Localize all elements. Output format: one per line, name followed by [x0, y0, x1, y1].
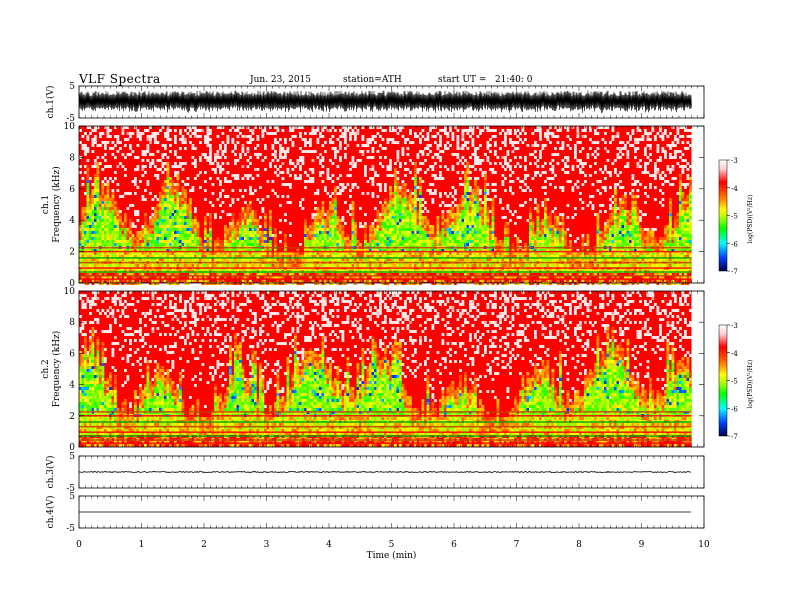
- narrowband-line: [79, 435, 692, 437]
- xtick-label: 2: [201, 540, 207, 550]
- narrowband-line: [79, 278, 692, 280]
- narrowband-line: [79, 257, 692, 259]
- colorbar-label: log(PSD)(V²/Hz): [747, 195, 754, 244]
- colorbar-tick-label: -5: [731, 213, 738, 221]
- xtick-label: 10: [698, 540, 710, 550]
- spectrogram-ch1: [79, 126, 692, 285]
- ch2-spectrogram-ylabel-frequency: Frequency (kHz): [51, 331, 62, 408]
- narrowband-line: [79, 415, 692, 417]
- ch3-waveform-ylabel: ch.3(V): [45, 456, 56, 489]
- xtick-label: 8: [576, 540, 582, 550]
- narrowband-line: [79, 411, 692, 413]
- xtick-label: 4: [326, 540, 332, 550]
- chart-title: VLF Spectra: [79, 72, 161, 86]
- ch1-waveform-ytick-label: 5: [69, 82, 75, 92]
- ch2-spectrogram-ytick-label: 6: [69, 349, 75, 359]
- xaxis-label: Time (min): [367, 550, 417, 561]
- ch2-spectrogram-ytick-label: 0: [69, 443, 75, 453]
- ch2-spectrogram-ytick-label: 8: [69, 318, 75, 328]
- narrowband-line: [79, 439, 692, 441]
- ch1-waveform-ytick-label: -5: [66, 114, 75, 124]
- colorbar-tick-label: -6: [731, 405, 738, 413]
- colorbar-tick-label: -7: [731, 268, 738, 276]
- ch2-spectrogram-ytick-label: 2: [69, 412, 75, 422]
- ch4-waveform-ylabel: ch.4(V): [45, 496, 56, 529]
- ch3-waveform-trace: [78, 470, 692, 474]
- ch1-spectrogram-ytick-label: 0: [69, 279, 75, 289]
- colorbar-tick-label: -5: [731, 378, 738, 386]
- xtick-label: 0: [76, 540, 82, 550]
- colorbar-label: log(PSD)(V²/Hz): [747, 360, 754, 409]
- narrowband-line: [79, 261, 692, 264]
- colorbar-tick-label: -4: [731, 185, 738, 193]
- waveform-layer: [78, 90, 692, 513]
- narrowband-line: [79, 271, 692, 273]
- xtick-label: 7: [514, 540, 520, 550]
- colorbar-tick-label: -4: [731, 350, 738, 358]
- spectrogram-layer: [79, 126, 692, 447]
- narrowband-line: [79, 250, 692, 253]
- xtick-label: 1: [139, 540, 145, 550]
- labels-layer: -3 -4 -5 -6 -7 log(PSD)(V²/Hz) -3 -4 -5 -6 -7 log(P…: [41, 82, 754, 561]
- ch1-spectrogram-ytick-label: 6: [69, 185, 75, 195]
- colorbar-tick-label: -3: [731, 157, 738, 165]
- narrowband-line: [79, 442, 692, 444]
- narrowband-line: [79, 246, 692, 249]
- ch1-spectrogram-ytick-label: 10: [64, 122, 76, 132]
- xtick-label: 3: [264, 540, 270, 550]
- xtick-label: 9: [639, 540, 645, 550]
- narrowband-line: [79, 275, 692, 277]
- narrowband-line: [79, 421, 692, 423]
- ch1-spectrogram-ylabel-channel: ch.1: [41, 195, 51, 214]
- colorbar-tick-label: -6: [731, 240, 738, 248]
- axes-layer: [78, 85, 730, 529]
- ch3-waveform-ytick-label: -5: [66, 484, 75, 494]
- ch1-waveform-trace: [78, 90, 692, 114]
- xtick-label: 5: [389, 540, 395, 550]
- xtick-label: 6: [451, 540, 457, 550]
- ch2-spectrogram-ylabel-channel: ch.2: [41, 359, 51, 378]
- narrowband-line: [79, 267, 692, 269]
- narrowband-line: [79, 431, 692, 433]
- station-label: station=ATH: [343, 75, 402, 85]
- ch3-waveform-ytick-label: 5: [69, 452, 75, 462]
- ch1-spectrogram-ylabel-frequency: Frequency (kHz): [51, 166, 62, 243]
- spectrogram-ch2: [79, 291, 692, 447]
- narrowband-line: [79, 425, 692, 428]
- ch2-spectrogram-ytick-label: 4: [69, 381, 75, 391]
- start-time-label: start UT = 21:40: 0: [438, 75, 533, 85]
- ch4-waveform-ytick-label: 5: [69, 492, 75, 502]
- ch1-spectrogram-ytick-label: 2: [69, 248, 75, 258]
- ch4-waveform-ytick-label: -5: [66, 524, 75, 534]
- ch1-waveform-ylabel: ch.1(V): [45, 86, 56, 119]
- ch1-spectrogram-ytick-label: 4: [69, 216, 75, 226]
- ch2-spectrogram-ytick-label: 10: [64, 287, 76, 297]
- date-label: Jun. 23, 2015: [250, 75, 312, 85]
- colorbar-ch1: [718, 159, 728, 272]
- colorbar-tick-label: -3: [731, 322, 738, 330]
- colorbar-ch2: [718, 324, 728, 437]
- ch1-spectrogram-ytick-label: 8: [69, 153, 75, 163]
- colorbar-tick-label: -7: [731, 433, 738, 441]
